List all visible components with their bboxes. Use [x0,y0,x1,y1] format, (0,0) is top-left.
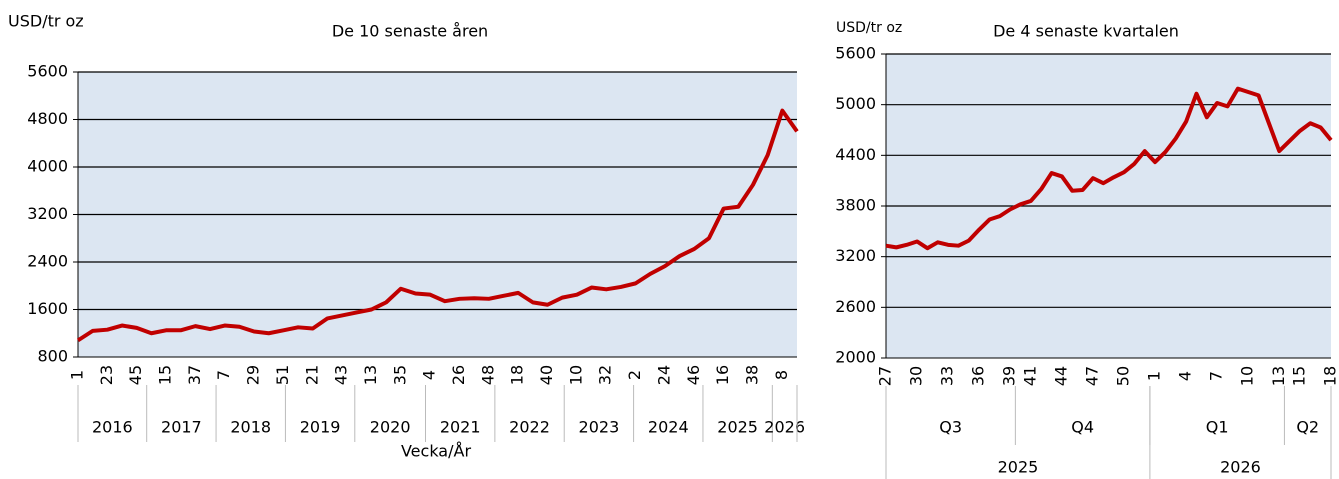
price-line [76,108,799,343]
group-label: 2021 [440,418,481,437]
group-label: 2025 [998,458,1039,477]
x-tick-label: 7 [1207,371,1226,381]
group-label: Q1 [1206,418,1229,437]
x-tick-label: 23 [97,365,116,385]
y-tick-label: 2000 [835,348,876,367]
y-tick-label: 1600 [27,299,68,318]
x-tick-label: 16 [713,365,732,385]
x-tick-label: 44 [1051,366,1070,386]
x-tick-label: 29 [244,365,263,385]
x-tick-label: 37 [185,365,204,385]
group-label: 2024 [648,418,689,437]
y-tick-label: 2400 [27,252,68,271]
x-tick-label: 18 [508,365,527,385]
x-tick-label: 35 [390,365,409,385]
x-tick-label: 4 [420,370,439,380]
x-tick-label: 21 [302,365,321,385]
x-tick-label: 26 [449,365,468,385]
x-tick-label: 10 [566,365,585,385]
x-tick-label: 24 [654,365,673,385]
group-label: 2019 [300,418,341,437]
y-tick-label: 4000 [27,157,68,176]
y-tick-label: 5600 [27,62,68,81]
x-tick-label: 27 [876,366,895,386]
x-tick-label: 13 [1269,366,1288,386]
x-tick-label: 33 [938,366,957,386]
x-tick-label: 8 [772,370,791,380]
chart-title: De 4 senaste kvartalen [993,22,1179,41]
group-label: Q2 [1296,418,1319,437]
y-tick-label: 3200 [835,246,876,265]
y-tick-label: 4800 [27,109,68,128]
x-tick-label: 15 [156,365,175,385]
group-label: 2018 [230,418,271,437]
y-label: USD/tr oz [836,20,902,36]
x-tick-label: 51 [273,365,292,385]
group-label: Q4 [1071,418,1094,437]
x-tick-label: 39 [1000,366,1019,386]
x-label: Vecka/År [401,442,471,461]
x-tick-label: 4 [1176,371,1195,381]
x-tick-label: 15 [1289,366,1308,386]
x-tick-label: 1 [1145,371,1164,381]
group-label: 2017 [161,418,202,437]
group-label: 2022 [509,418,550,437]
x-tick-label: 38 [742,365,761,385]
x-tick-label: 36 [969,366,988,386]
group-label: 2026 [1220,458,1261,477]
x-tick-label: 32 [596,365,615,385]
x-tick-label: 45 [126,365,145,385]
x-tick-label: 2 [625,370,644,380]
group-label: 2023 [579,418,620,437]
group-label: Q3 [939,418,962,437]
y-tick-label: 5600 [835,44,876,63]
x-tick-label: 43 [332,365,351,385]
x-tick-label: 18 [1321,366,1339,386]
group-label: 2025 [717,418,758,437]
y-tick-label: 4400 [835,145,876,164]
x-tick-label: 13 [361,365,380,385]
x-tick-label: 30 [907,366,926,386]
x-tick-label: 1 [68,370,87,380]
x-tick-label: 7 [214,370,233,380]
y-tick-label: 3800 [835,196,876,215]
y-label: USD/tr oz [8,12,84,31]
y-tick-label: 5000 [835,94,876,113]
x-tick-label: 48 [478,365,497,385]
price-line [885,86,1333,251]
x-tick-label: 41 [1020,366,1039,386]
y-tick-label: 800 [37,347,68,366]
x-tick-label: 47 [1082,366,1101,386]
x-tick-label: 46 [684,365,703,385]
group-label: 2020 [370,418,411,437]
group-label: 2016 [92,418,133,437]
group-label: 2026 [764,418,805,437]
x-tick-label: 40 [537,365,556,385]
y-tick-label: 2600 [835,297,876,316]
chart-title: De 10 senaste åren [332,22,488,41]
y-tick-label: 3200 [27,204,68,223]
x-tick-label: 50 [1114,366,1133,386]
x-tick-label: 10 [1238,366,1257,386]
